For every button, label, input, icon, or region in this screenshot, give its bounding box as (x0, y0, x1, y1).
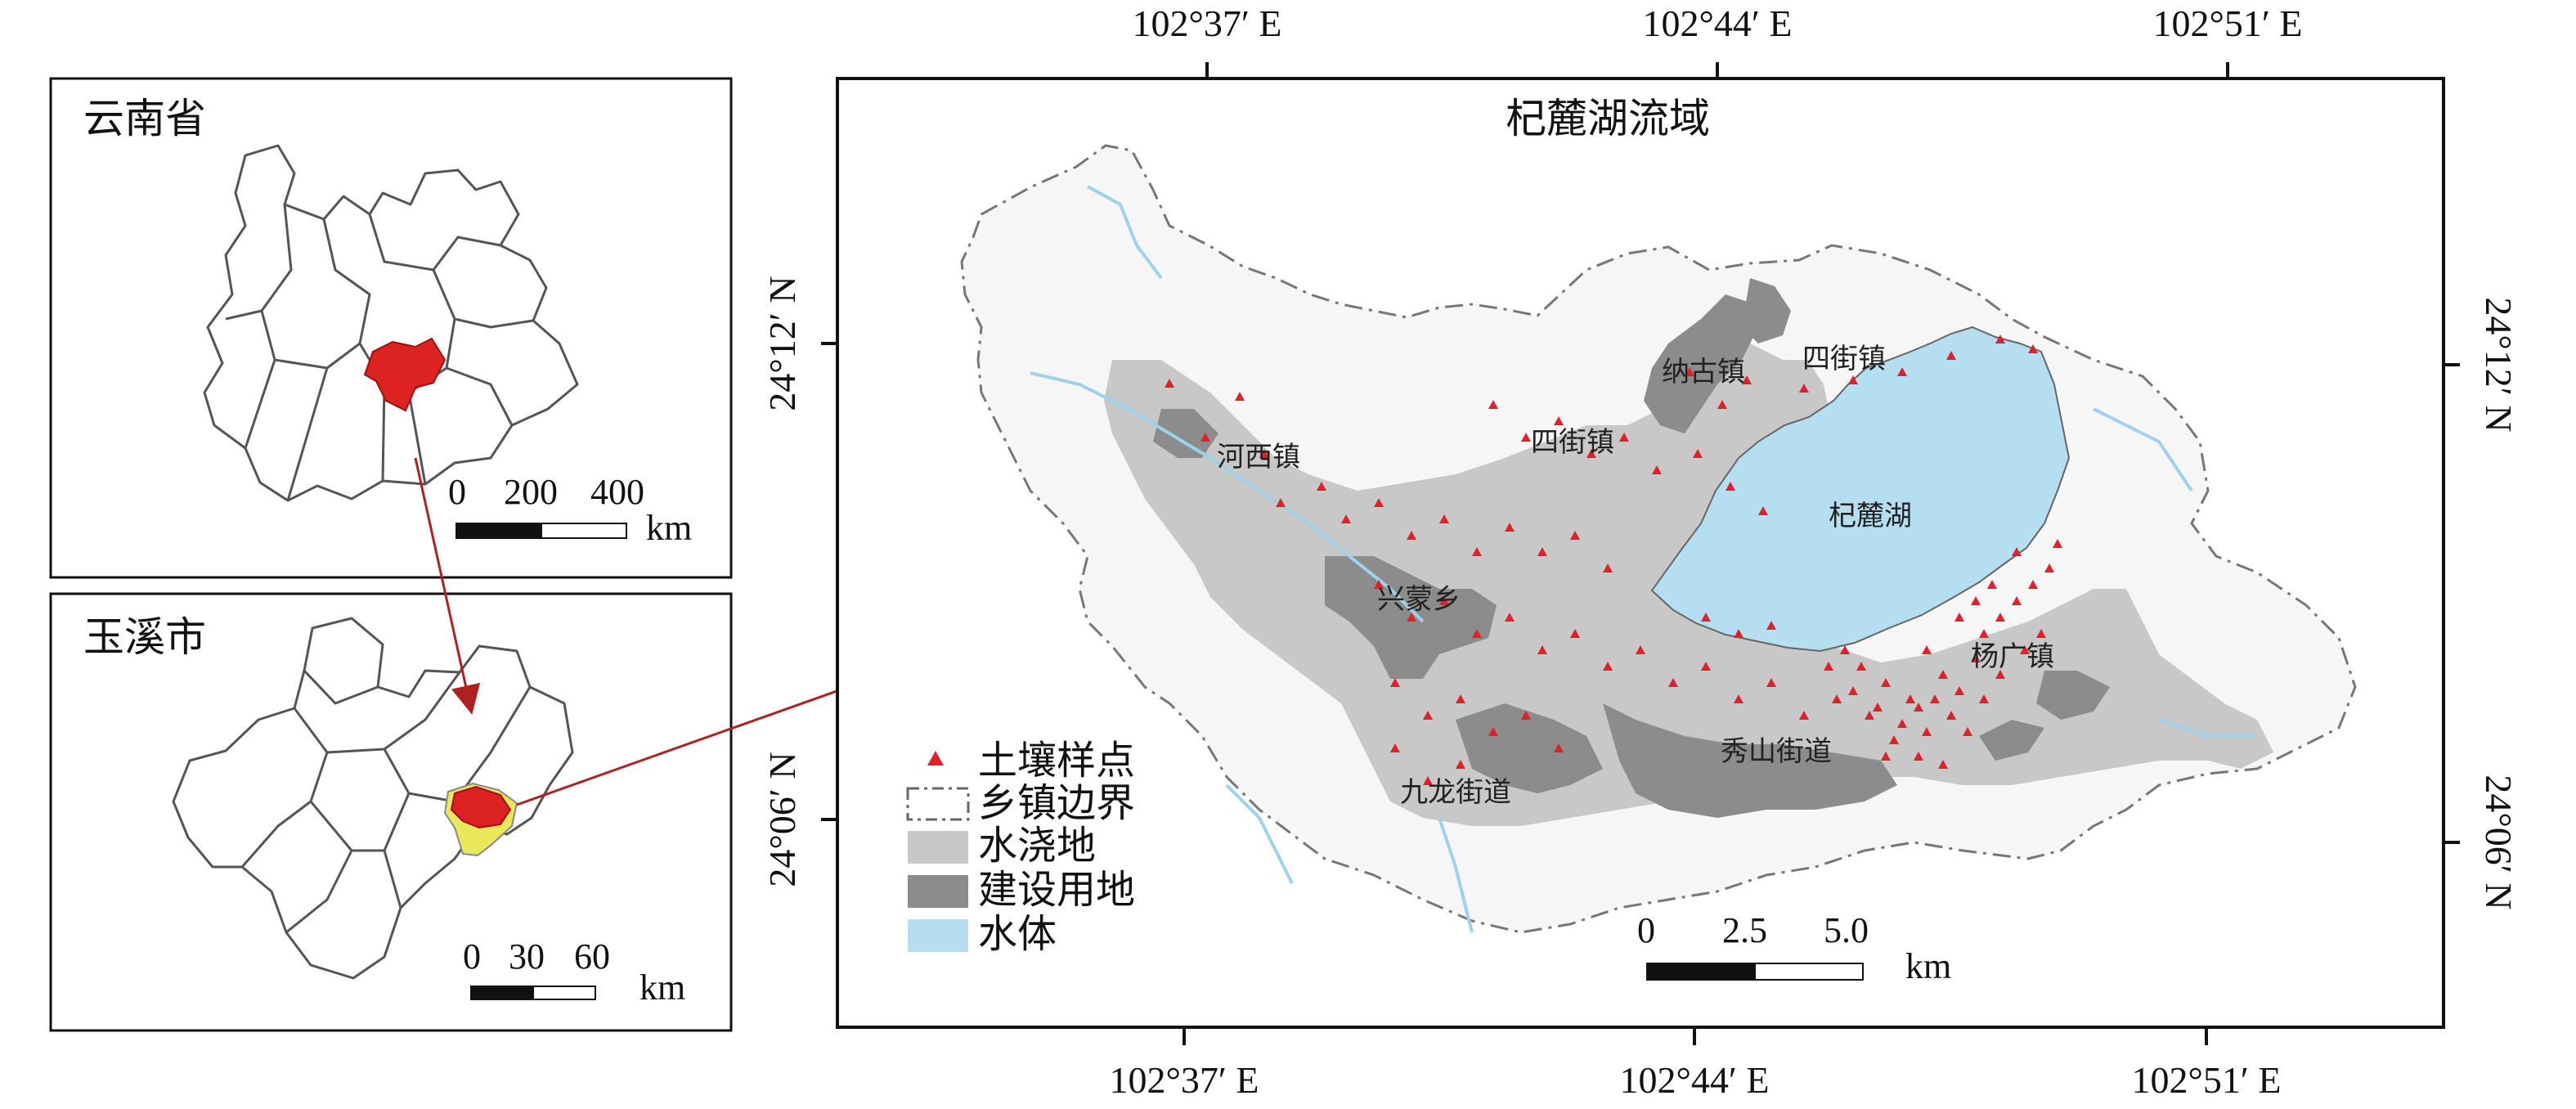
lon-label-bottom-1: 102°37′ E (1109, 1059, 1259, 1101)
legend-label-irrigated: 水浇地 (978, 823, 1096, 869)
map-legend: 土壤样点 乡镇边界 水浇地 建设用地 水体 (906, 738, 1135, 957)
province-to-city-arrow (414, 457, 481, 715)
province-inset-title: 云南省 (83, 95, 206, 142)
main-scale-tick-1: 2.5 (1722, 910, 1767, 950)
legend-built-symbol (908, 875, 968, 908)
main-scale-tick-2: 5.0 (1824, 910, 1869, 950)
place-label-hexi: 河西镇 (1217, 441, 1300, 474)
province-scale-tick-0: 0 (448, 472, 466, 512)
legend-irrigated-symbol (908, 831, 968, 864)
lat-label-right-2: 24°06′ N (2478, 775, 2520, 909)
lon-label-top-2: 102°44′ E (1642, 2, 1792, 44)
city-scale-tick-2: 60 (574, 936, 610, 977)
legend-label-boundary: 乡镇边界 (978, 780, 1135, 826)
qilu-lake (1650, 326, 2071, 653)
legend-label-samples: 土壤样点 (978, 738, 1135, 783)
lat-label-left-1: 24°12′ N (761, 276, 803, 411)
yuxi-highlight-province (363, 337, 447, 412)
city-scale-bar: 0 30 60 km (463, 936, 685, 1008)
province-scale-tick-2: 400 (590, 472, 644, 512)
lon-label-top-3: 102°51′ E (2152, 2, 2302, 44)
coordinate-ticks (821, 62, 2460, 1045)
lon-label-top-1: 102°37′ E (1132, 2, 1281, 44)
legend-water-symbol (908, 919, 968, 952)
lat-label-left-2: 24°06′ N (761, 752, 803, 887)
soil-sample-points (1165, 334, 2062, 785)
legend-sample-symbol (927, 751, 944, 766)
main-scale-bar: 0 2.5 5.0 km (1637, 910, 1951, 986)
legend-boundary-symbol (906, 787, 970, 821)
lat-label-right-1: 24°12′ N (2478, 297, 2520, 432)
legend-label-built: 建设用地 (978, 867, 1135, 913)
place-label-lake: 杞麓湖 (1829, 500, 1912, 532)
province-inset: 云南省 0 200 400 km (49, 77, 733, 579)
lon-label-bottom-2: 102°44′ E (1619, 1059, 1769, 1101)
rivers (1030, 185, 2257, 933)
main-map-title: 杞麓湖流域 (1506, 95, 1710, 142)
city-inset: 玉溪市 0 30 60 km (49, 592, 733, 1032)
city-inset-title: 玉溪市 (83, 613, 206, 661)
place-label-sijie-ne: 四街镇 (1802, 343, 1886, 375)
tonghai-red-area (450, 785, 512, 829)
city-scale-tick-1: 30 (509, 936, 545, 977)
main-scale-unit: km (1905, 946, 1951, 986)
province-scale-bar: 0 200 400 km (448, 472, 692, 548)
place-label-xiushan: 秀山街道 (1721, 735, 1832, 768)
city-scale-tick-0: 0 (463, 936, 481, 977)
place-label-jiulong: 九龙街道 (1400, 776, 1511, 809)
city-scale-unit: km (640, 968, 685, 1008)
main-scale-tick-0: 0 (1637, 910, 1655, 950)
lon-label-bottom-3: 102°51′ E (2131, 1059, 2281, 1101)
legend-label-water: 水体 (978, 911, 1057, 957)
place-label-yangguang: 杨广镇 (1971, 640, 2054, 673)
province-scale-unit: km (646, 508, 692, 548)
main-map: 102°37′ E 102°44′ E 102°51′ E 102°37′ E … (761, 2, 2520, 1101)
province-scale-tick-1: 200 (504, 472, 558, 512)
place-label-xingmeng: 兴蒙乡 (1377, 583, 1461, 616)
place-label-sijie-c: 四街镇 (1531, 426, 1614, 459)
place-label-nagu: 纳古镇 (1662, 356, 1745, 388)
